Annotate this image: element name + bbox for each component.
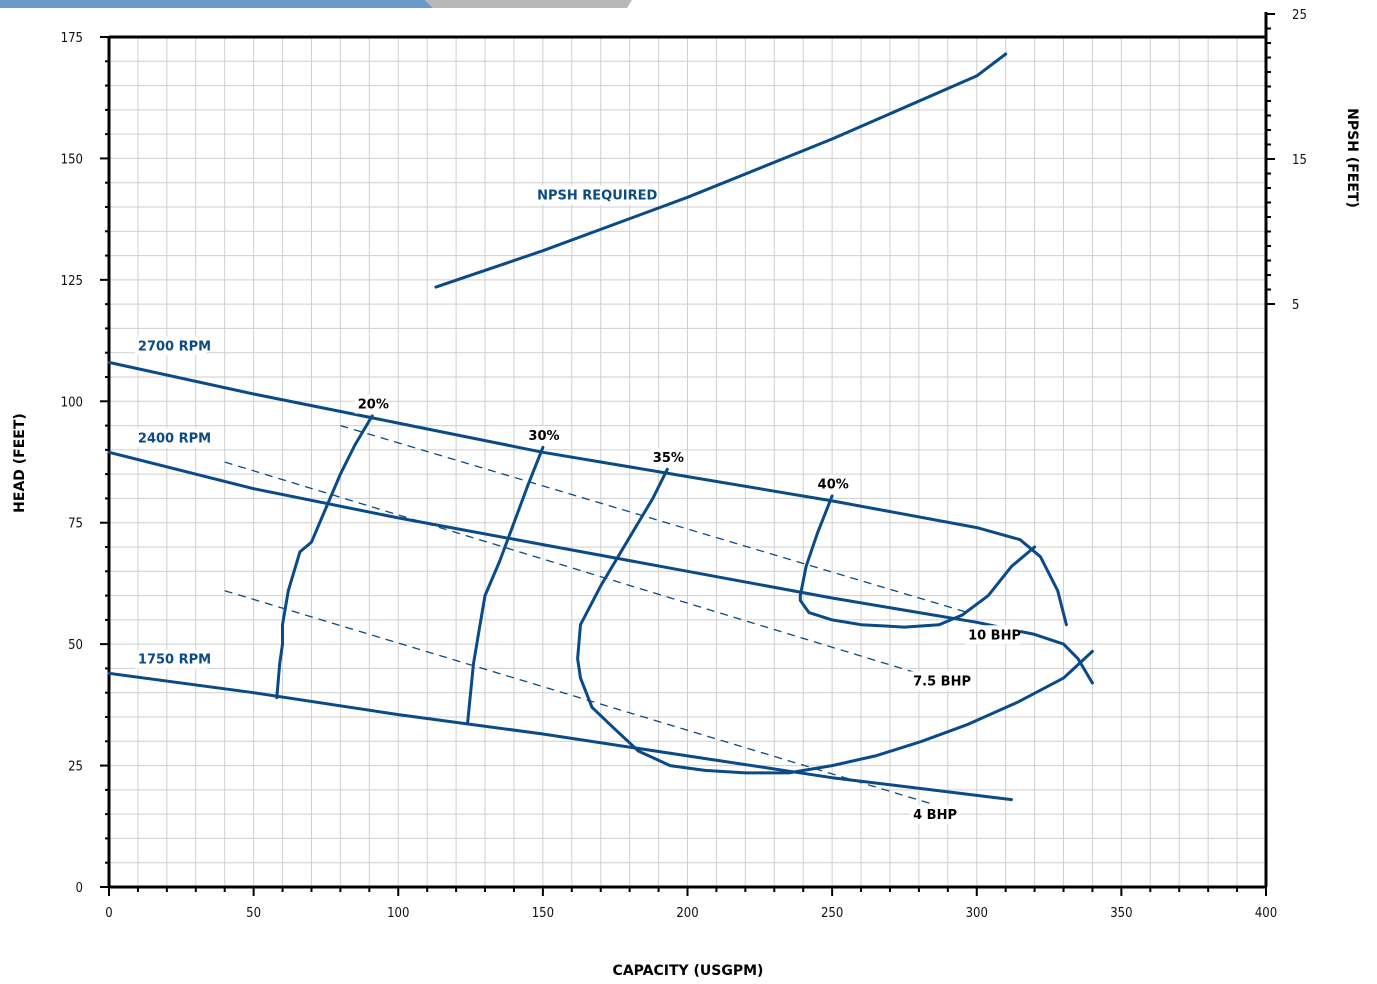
x-axis-title: CAPACITY (USGPM) — [613, 963, 764, 979]
y-tick-label: 50 — [68, 638, 83, 653]
series-2700-rpm-curve — [107, 360, 1068, 627]
label-eff-40: 40% — [818, 478, 849, 493]
label-eff-20: 20% — [358, 398, 389, 413]
x-tick-label: 350 — [1110, 906, 1132, 921]
label-4-bhp: 4 BHP — [913, 808, 957, 823]
series-10-bhp-curve — [340, 424, 969, 614]
y-tick-label: 150 — [61, 152, 83, 167]
y-tick-label: 75 — [68, 517, 83, 532]
x-tick-label: 0 — [105, 906, 112, 921]
label-eff-30-bg — [525, 426, 557, 446]
label-2400-rpm-bg — [134, 428, 207, 448]
label-4-bhp-bg — [910, 805, 958, 824]
banner-left — [0, 0, 433, 8]
curve-labels: 2700 RPM 2400 RPM 1750 RPM NPSH REQUIRED 10 … — [134, 185, 1021, 824]
label-10-bhp-bg — [965, 625, 1021, 645]
y2-tick-label: 5 — [1292, 298, 1299, 313]
series-20-curve — [275, 414, 374, 700]
x-tick-label: 400 — [1255, 906, 1277, 921]
label-eff-30: 30% — [528, 429, 559, 444]
series-2400-rpm-curve — [107, 450, 1094, 685]
y2-tick-label: 25 — [1292, 8, 1307, 23]
x-tick-label: 300 — [966, 906, 988, 921]
label-2700-rpm: 2700 RPM — [138, 339, 211, 354]
label-eff-20-bg — [354, 394, 386, 414]
series-40-curve — [798, 494, 1037, 629]
label-eff-40-bg — [814, 474, 846, 494]
label-2700-rpm-bg — [134, 336, 207, 356]
series-1750-rpm-curve — [107, 671, 1013, 802]
series-npsh-required-curve — [434, 52, 1008, 289]
y2-tick-label: 15 — [1292, 153, 1307, 168]
x-tick-label: 50 — [246, 906, 261, 921]
series-35-curve — [576, 467, 1094, 775]
label-npsh-required: NPSH REQUIRED — [537, 189, 657, 204]
y-tick-label: 100 — [61, 395, 83, 410]
x-tick-label: 150 — [532, 906, 554, 921]
y-tick-label: 25 — [68, 760, 83, 775]
x-tick-label: 250 — [821, 906, 843, 921]
label-npsh-required-bg — [534, 185, 647, 205]
y2-axis-title: NPSH (FEET) — [1344, 108, 1360, 208]
label-eff-35-bg — [649, 448, 681, 467]
grid — [108, 36, 1267, 888]
label-7-5-bhp: 7.5 BHP — [913, 674, 971, 689]
series-7-5-bhp-curve — [224, 461, 934, 679]
label-10-bhp: 10 BHP — [968, 628, 1021, 643]
y-tick-label: 0 — [76, 881, 83, 896]
y-tick-label: 175 — [61, 31, 83, 46]
x-tick-label: 100 — [387, 906, 409, 921]
label-1750-rpm-bg — [134, 649, 207, 669]
x-tick-label: 200 — [676, 906, 698, 921]
label-7-5-bhp-bg — [910, 671, 974, 691]
curves — [107, 52, 1094, 806]
axes: 0 50 100 150 200 250 300 350 400 0 25 50 75 100 125 150… — [61, 8, 1307, 921]
label-2400-rpm: 2400 RPM — [138, 432, 211, 447]
label-eff-35: 35% — [653, 451, 684, 466]
series-4-bhp-curve — [224, 590, 934, 806]
banner-right — [425, 0, 632, 8]
y-axis-title: HEAD (FEET) — [12, 413, 28, 513]
y-tick-label: 125 — [61, 274, 83, 289]
series-30-curve — [466, 445, 545, 724]
label-1750-rpm: 1750 RPM — [138, 653, 211, 668]
